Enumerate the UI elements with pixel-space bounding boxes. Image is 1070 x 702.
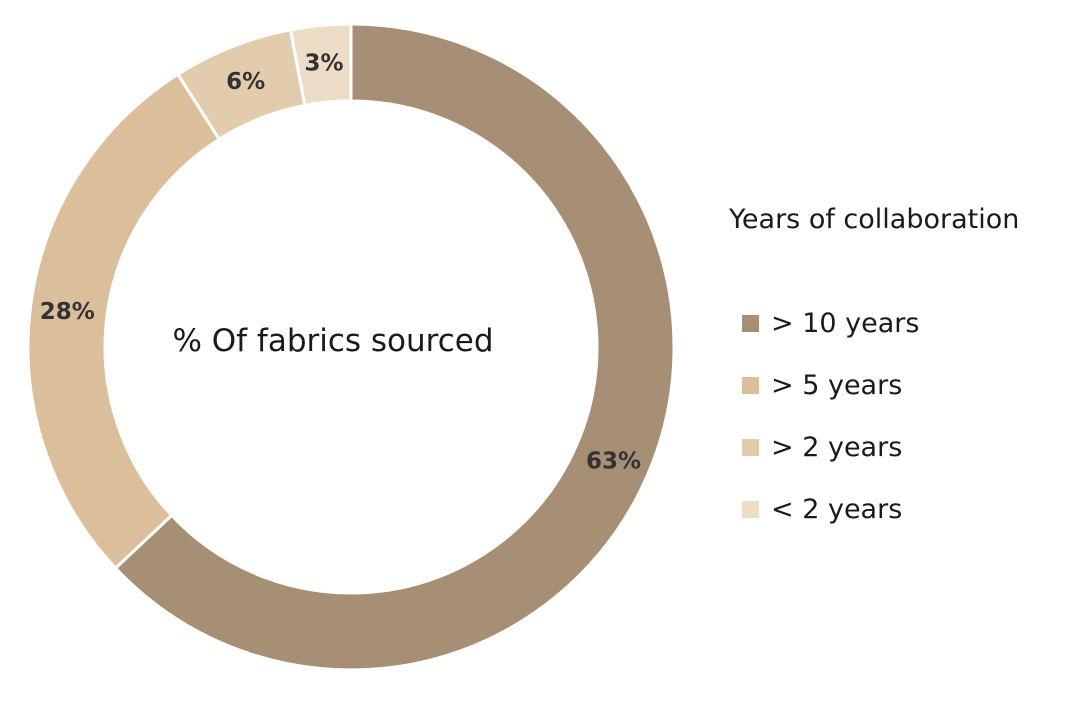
legend-swatch bbox=[742, 314, 759, 332]
center-label: % Of fabrics sourced bbox=[172, 323, 493, 359]
legend-swatch bbox=[742, 376, 759, 394]
donut-slice bbox=[113, 22, 676, 672]
donut-slice bbox=[288, 22, 353, 108]
legend-swatch bbox=[742, 438, 759, 456]
slice-value-label: 3% bbox=[305, 50, 344, 76]
legend-label: > 5 years bbox=[771, 369, 903, 401]
slice-value-label: 63% bbox=[586, 449, 641, 475]
slice-value-label: 6% bbox=[226, 69, 265, 95]
legend-label: < 2 years bbox=[771, 493, 903, 525]
legend: Years of collaboration > 10 years > 5 yea… bbox=[729, 200, 1064, 540]
legend-item: < 2 years bbox=[729, 478, 1064, 540]
legend-item: > 10 years bbox=[729, 292, 1064, 354]
legend-label: > 10 years bbox=[771, 307, 920, 339]
slice-value-label: 28% bbox=[40, 299, 95, 325]
legend-items: > 10 years > 5 years > 2 years < 2 years bbox=[729, 292, 1064, 540]
legend-label: > 2 years bbox=[771, 431, 903, 463]
legend-title: Years of collaboration bbox=[729, 204, 1020, 235]
legend-item: > 5 years bbox=[729, 354, 1064, 416]
legend-swatch bbox=[742, 500, 759, 518]
legend-item: > 2 years bbox=[729, 416, 1064, 478]
